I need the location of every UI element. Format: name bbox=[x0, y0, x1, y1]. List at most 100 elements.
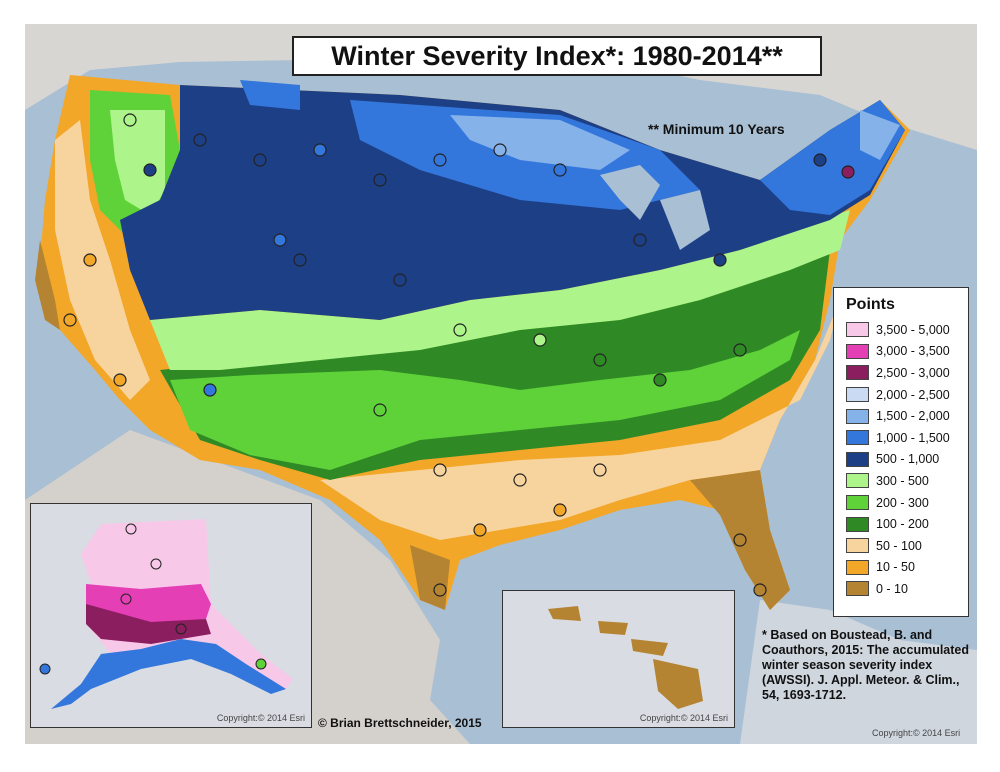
station-point bbox=[63, 313, 77, 327]
station-point bbox=[593, 353, 607, 367]
station-point bbox=[255, 658, 267, 670]
legend-label: 2,500 - 3,000 bbox=[876, 365, 950, 380]
station-point bbox=[733, 343, 747, 357]
legend-item: 50 - 100 bbox=[846, 535, 960, 557]
legend-swatch bbox=[846, 365, 869, 381]
main-copyright: Copyright:© 2014 Esri bbox=[872, 728, 961, 738]
station-point bbox=[143, 163, 157, 177]
station-point bbox=[713, 253, 727, 267]
legend-title: Points bbox=[846, 296, 895, 313]
alaska-inset: Copyright:© 2014 Esri bbox=[30, 503, 312, 728]
legend-swatch bbox=[846, 538, 869, 554]
station-point bbox=[733, 533, 747, 547]
station-point bbox=[841, 165, 855, 179]
legend-swatch bbox=[846, 322, 869, 338]
station-point bbox=[193, 133, 207, 147]
legend-swatch bbox=[846, 516, 869, 532]
station-point bbox=[433, 153, 447, 167]
station-point bbox=[293, 253, 307, 267]
station-point bbox=[553, 163, 567, 177]
great-lakes bbox=[600, 165, 660, 220]
alaska-map bbox=[39, 519, 293, 709]
zone-1500-2000 bbox=[450, 115, 630, 170]
legend-swatch bbox=[846, 387, 869, 403]
station-points bbox=[63, 113, 855, 597]
station-point bbox=[123, 113, 137, 127]
legend-item: 100 - 200 bbox=[846, 513, 960, 535]
zone-0-10-california bbox=[35, 240, 60, 330]
zone-50-100-south bbox=[320, 300, 840, 540]
zone-300-500-northwest bbox=[110, 110, 165, 215]
station-point bbox=[433, 463, 447, 477]
legend-label: 300 - 500 bbox=[876, 473, 929, 488]
map-title: Winter Severity Index*: 1980-2014** bbox=[292, 36, 822, 76]
zone-500-1000 bbox=[120, 85, 905, 320]
station-point bbox=[633, 233, 647, 247]
legend-label: 3,500 - 5,000 bbox=[876, 322, 950, 337]
legend-item: 3,500 - 5,000 bbox=[846, 319, 960, 341]
hawaii-island-kauai bbox=[548, 606, 581, 621]
legend-item: 3,000 - 3,500 bbox=[846, 341, 960, 363]
station-point bbox=[753, 583, 767, 597]
station-point bbox=[513, 473, 527, 487]
station-point bbox=[373, 403, 387, 417]
legend-item: 10 - 50 bbox=[846, 557, 960, 579]
station-point bbox=[175, 623, 187, 635]
station-point bbox=[493, 143, 507, 157]
legend-swatch bbox=[846, 495, 869, 511]
hawaii-island-oahu bbox=[598, 621, 628, 635]
alaska-copyright: Copyright:© 2014 Esri bbox=[216, 713, 305, 723]
legend-swatch bbox=[846, 473, 869, 489]
station-point bbox=[813, 153, 827, 167]
caribbean-area bbox=[740, 600, 977, 744]
hawaii-island-maui bbox=[631, 639, 668, 656]
legend-swatch bbox=[846, 581, 869, 597]
alaska-zone-1000-1500 bbox=[51, 639, 286, 709]
station-point bbox=[113, 373, 127, 387]
station-point bbox=[203, 383, 217, 397]
legend-item: 200 - 300 bbox=[846, 492, 960, 514]
station-point bbox=[313, 143, 327, 157]
station-point bbox=[150, 558, 162, 570]
station-point bbox=[373, 173, 387, 187]
legend-item: 1,500 - 2,000 bbox=[846, 405, 960, 427]
station-point bbox=[653, 373, 667, 387]
station-point bbox=[39, 663, 51, 675]
legend: Points 3,500 - 5,000 3,000 - 3,500 2,500… bbox=[833, 287, 969, 617]
legend-swatch bbox=[846, 408, 869, 424]
alaska-station-points bbox=[39, 523, 267, 675]
station-point bbox=[125, 523, 137, 535]
legend-item: 0 - 10 bbox=[846, 578, 960, 600]
station-point bbox=[433, 583, 447, 597]
legend-swatch bbox=[846, 559, 869, 575]
zone-1500-2000-maine bbox=[860, 110, 900, 160]
legend-item: 2,000 - 2,500 bbox=[846, 384, 960, 406]
legend-label: 10 - 50 bbox=[876, 560, 915, 575]
lake-huron bbox=[660, 190, 710, 250]
legend-label: 2,000 - 2,500 bbox=[876, 387, 950, 402]
footnote: * Based on Boustead, B. and Coauthors, 2… bbox=[762, 628, 970, 702]
minimum-years-note: ** Minimum 10 Years bbox=[648, 121, 785, 137]
legend-swatch bbox=[846, 343, 869, 359]
station-point bbox=[453, 323, 467, 337]
legend-label: 100 - 200 bbox=[876, 517, 929, 532]
station-point bbox=[533, 333, 547, 347]
legend-label: 50 - 100 bbox=[876, 538, 922, 553]
author-credit: © Brian Brettschneider, 2015 bbox=[318, 716, 482, 730]
station-point bbox=[473, 523, 487, 537]
legend-item: 2,500 - 3,000 bbox=[846, 362, 960, 384]
station-point bbox=[253, 153, 267, 167]
zone-1000-1500-montana bbox=[240, 80, 300, 110]
legend-item: 300 - 500 bbox=[846, 470, 960, 492]
hawaii-inset: Copyright:© 2014 Esri bbox=[502, 590, 735, 728]
zone-200-300 bbox=[170, 330, 800, 470]
station-point bbox=[273, 233, 287, 247]
zone-50-100-west bbox=[55, 120, 150, 400]
station-point bbox=[83, 253, 97, 267]
legend-item: 1,000 - 1,500 bbox=[846, 427, 960, 449]
station-point bbox=[553, 503, 567, 517]
station-point bbox=[120, 593, 132, 605]
legend-label: 3,000 - 3,500 bbox=[876, 344, 950, 359]
legend-swatch bbox=[846, 430, 869, 446]
